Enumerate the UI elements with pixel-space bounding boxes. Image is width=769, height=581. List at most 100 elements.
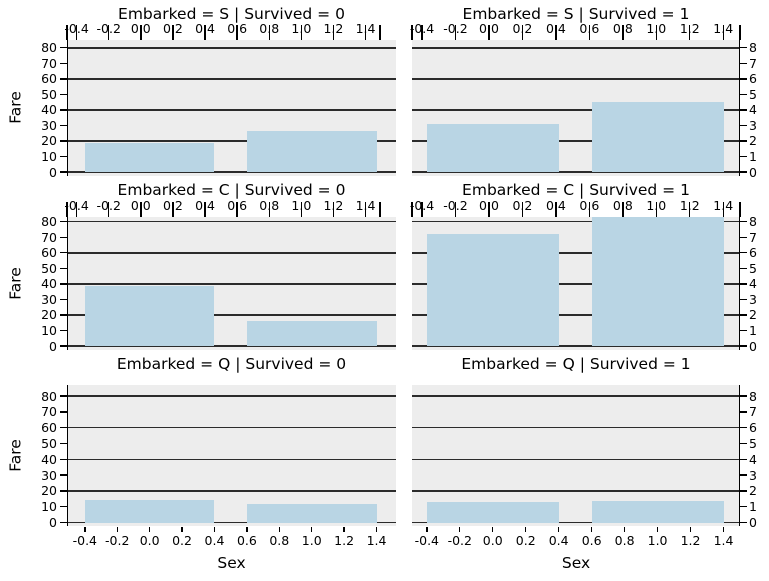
top-x-tick: [689, 25, 691, 40]
y-axis-tick-label: 3: [749, 291, 757, 307]
x-axis-tick-label: 0.8: [269, 533, 290, 548]
x-axis-tick-label: -0.4: [72, 533, 97, 548]
top-x-tick: [555, 202, 557, 217]
y-axis-tick: [60, 252, 67, 254]
x-axis-tick: [181, 526, 183, 532]
y-axis-tick: [60, 329, 67, 332]
facet-plot: [412, 40, 740, 176]
y-axis-tick: [60, 93, 67, 96]
y-axis-tick: [740, 474, 747, 476]
bar: [426, 501, 559, 523]
y-axis-tick-label: 40: [41, 102, 57, 118]
x-axis-tick-label: 0.0: [139, 533, 160, 548]
y-axis-tick: [60, 283, 67, 285]
y-axis-tick-label: 0: [49, 338, 57, 354]
top-x-tick: [364, 25, 367, 40]
y-axis-tick: [740, 458, 747, 460]
gridline: [412, 314, 740, 316]
y-axis-tick: [740, 78, 747, 80]
gridline: [67, 171, 396, 173]
y-axis-label-fare: Fare: [6, 266, 25, 300]
axis-edge-tick: [379, 25, 381, 40]
y-axis-tick-label: 20: [41, 133, 57, 149]
y-axis-tick-label: 60: [41, 245, 57, 261]
x-axis-tick: [278, 526, 280, 532]
y-axis-tick-label: 20: [41, 483, 57, 499]
y-axis-tick: [60, 109, 67, 111]
gridline: [412, 171, 740, 173]
y-axis-label-fare: Fare: [6, 91, 25, 124]
gridline: [67, 314, 396, 316]
gridline: [412, 395, 740, 397]
y-axis-tick: [740, 442, 747, 445]
x-axis-tick-label: 1.2: [680, 533, 701, 548]
bar: [591, 501, 724, 523]
gridline: [67, 220, 396, 223]
bar: [591, 102, 724, 172]
gridline: [412, 220, 740, 223]
top-x-tick: [300, 202, 303, 217]
y-axis-tick-label: 20: [41, 307, 57, 323]
left-spine: [67, 40, 69, 176]
y-axis-tick-label: 5: [749, 435, 757, 451]
axis-edge-tick: [379, 202, 381, 217]
left-spine: [67, 385, 69, 526]
top-x-tick: [521, 202, 524, 217]
y-axis-tick: [740, 220, 747, 223]
x-axis-tick: [656, 526, 659, 532]
facet-title: Embarked = C | Survived = 1: [462, 181, 690, 199]
gridline: [67, 252, 396, 254]
y-axis-tick: [60, 124, 67, 127]
y-axis-tick: [740, 47, 747, 49]
y-axis-tick: [740, 283, 747, 285]
y-axis-tick-label: 0: [49, 164, 57, 180]
y-axis-tick-label: 2: [749, 133, 757, 149]
x-axis-tick: [343, 526, 345, 532]
top-x-tick: [655, 202, 658, 217]
top-x-tick: [454, 202, 457, 217]
y-axis-tick: [740, 490, 747, 492]
gridline: [412, 521, 740, 524]
x-axis-tick: [492, 526, 494, 532]
y-axis-tick: [60, 298, 67, 301]
bar: [84, 500, 215, 523]
top-x-tick: [622, 202, 624, 217]
top-x-tick: [75, 202, 78, 217]
x-axis-tick: [84, 526, 86, 532]
top-x-tick: [204, 202, 206, 217]
x-axis-tick-label: 0.0: [482, 533, 503, 548]
bar: [246, 504, 377, 523]
y-axis-tick-label: 80: [41, 214, 57, 230]
gridline: [412, 345, 740, 347]
y-axis-tick-label: 7: [749, 229, 757, 245]
x-axis-tick-label: 1.2: [334, 533, 355, 548]
axis-edge-tick: [739, 202, 741, 217]
top-x-tick: [555, 25, 557, 40]
top-x-tick: [332, 202, 335, 217]
y-axis-label-fare: Fare: [6, 438, 25, 472]
x-axis-tick-label: 1.4: [366, 533, 387, 548]
y-axis-tick-label: 3: [749, 117, 757, 133]
y-axis-tick-label: 4: [749, 451, 757, 467]
x-axis-tick: [213, 526, 216, 532]
top-x-tick: [172, 25, 174, 40]
gridline: [67, 109, 396, 111]
x-axis-tick-label: -0.4: [414, 533, 440, 548]
top-x-tick: [689, 202, 691, 217]
y-axis-tick-label: 7: [749, 404, 757, 420]
y-axis-tick-label: 2: [749, 483, 757, 499]
facet-plot: [412, 385, 740, 526]
y-axis-tick-label: 50: [41, 260, 57, 276]
y-axis-tick: [60, 521, 67, 524]
top-x-tick: [521, 25, 524, 40]
x-axis-tick: [116, 526, 118, 532]
gridline: [412, 283, 740, 285]
top-x-tick: [622, 25, 624, 40]
y-axis-tick: [60, 267, 67, 269]
x-axis-tick-label: 0.6: [236, 533, 257, 548]
y-axis-tick: [60, 426, 67, 429]
right-spine: [738, 217, 740, 350]
y-axis-tick: [60, 171, 67, 173]
x-axis-tick-label: 0.2: [172, 533, 192, 548]
